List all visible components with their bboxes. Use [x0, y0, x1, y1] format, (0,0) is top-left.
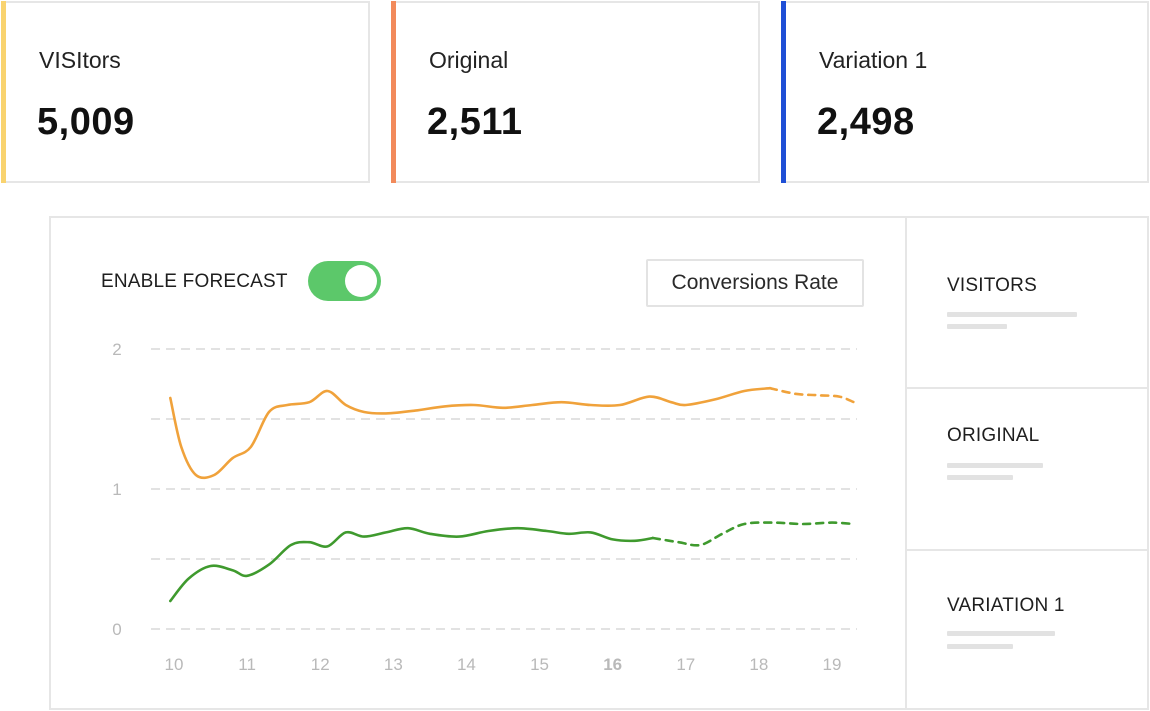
y-tick-label: 1: [112, 480, 121, 499]
orange-series-line: [169, 386, 772, 480]
metric-select-button[interactable]: Conversions Rate: [646, 259, 864, 307]
x-tick-label: 15: [530, 655, 549, 674]
x-tick-label: 19: [823, 655, 842, 674]
legend-variation-title: VARIATION 1: [947, 595, 1065, 616]
green-series-line: [169, 526, 655, 603]
original-stat-card: Original 2,511: [391, 1, 760, 183]
x-tick-label: 16: [603, 655, 622, 674]
legend-visitors-placeholder-bar: [947, 312, 1077, 317]
x-tick-label: 13: [384, 655, 403, 674]
legend-original-placeholder-bar: [947, 463, 1043, 468]
variation-accent-bar: [781, 1, 786, 183]
y-tick-label: 2: [112, 340, 121, 359]
visitors-label: VISItors: [39, 47, 121, 73]
original-value: 2,511: [427, 101, 523, 143]
legend-divider: [907, 387, 1149, 389]
enable-forecast-toggle[interactable]: [308, 261, 381, 301]
legend-divider: [907, 549, 1149, 551]
legend-variation-placeholder-bar: [947, 631, 1055, 636]
legend-variation[interactable]: VARIATION 1: [907, 551, 1149, 708]
variation-stat-card: Variation 1 2,498: [781, 1, 1149, 183]
legend-variation-placeholder-bar-short: [947, 644, 1013, 649]
legend-original-placeholder-bar-short: [947, 475, 1013, 480]
visitors-value: 5,009: [37, 101, 135, 143]
original-accent-bar: [391, 1, 396, 183]
legend-divider-vertical: [905, 218, 907, 708]
x-tick-label: 17: [676, 655, 695, 674]
x-tick-label: 10: [165, 655, 184, 674]
legend-visitors[interactable]: VISITORS: [907, 218, 1149, 388]
x-tick-label: 11: [238, 655, 256, 674]
chart-panel: ENABLE FORECAST Conversions Rate 0 1 2 10 11…: [49, 216, 1149, 710]
enable-forecast-label: ENABLE FORECAST: [101, 271, 288, 292]
x-tick-label: 14: [457, 655, 476, 674]
legend-visitors-placeholder-bar-short: [947, 324, 1007, 329]
visitors-stat-card: VISItors 5,009: [1, 1, 370, 183]
toggle-knob: [345, 265, 377, 297]
legend-visitors-title: VISITORS: [947, 275, 1037, 296]
green-series-forecast-line: [651, 521, 856, 547]
original-label: Original: [429, 47, 509, 73]
legend-original-title: ORIGINAL: [947, 425, 1040, 446]
orange-series-forecast-line: [768, 386, 856, 404]
x-tick-label: 12: [311, 655, 330, 674]
legend-original[interactable]: ORIGINAL: [907, 389, 1149, 549]
x-tick-label: 18: [749, 655, 768, 674]
variation-label: Variation 1: [819, 47, 928, 73]
variation-value: 2,498: [817, 101, 915, 143]
visitors-accent-bar: [1, 1, 6, 183]
y-tick-label: 0: [112, 620, 121, 639]
